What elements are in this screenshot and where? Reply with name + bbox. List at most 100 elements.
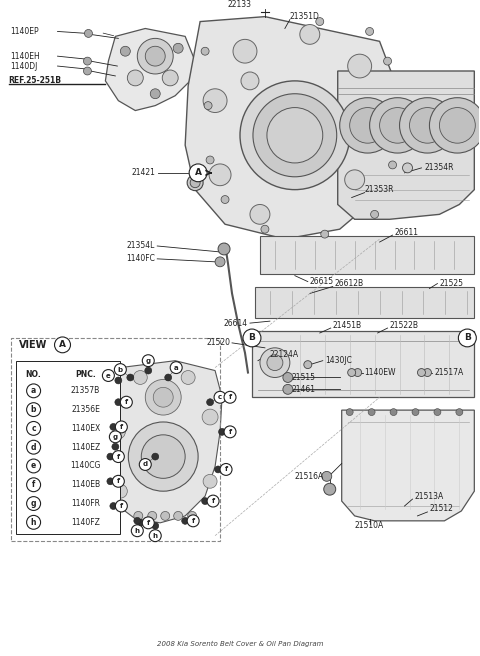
Circle shape bbox=[380, 108, 416, 143]
Text: f: f bbox=[117, 453, 120, 460]
Text: g: g bbox=[31, 499, 36, 508]
Text: e: e bbox=[31, 461, 36, 470]
Bar bbox=[16, 361, 120, 534]
Circle shape bbox=[430, 98, 480, 153]
Circle shape bbox=[145, 47, 165, 66]
Circle shape bbox=[316, 18, 324, 26]
Circle shape bbox=[260, 348, 290, 377]
Circle shape bbox=[26, 440, 41, 454]
Circle shape bbox=[324, 483, 336, 495]
Text: f: f bbox=[120, 424, 123, 430]
Text: h: h bbox=[135, 527, 140, 534]
Circle shape bbox=[322, 472, 332, 482]
Circle shape bbox=[187, 515, 199, 527]
Circle shape bbox=[26, 384, 41, 398]
Text: 21510A: 21510A bbox=[355, 522, 384, 530]
Text: 21517A: 21517A bbox=[434, 368, 464, 377]
Circle shape bbox=[202, 409, 218, 425]
Text: d: d bbox=[31, 443, 36, 452]
Polygon shape bbox=[342, 410, 474, 521]
Text: VIEW: VIEW bbox=[19, 340, 47, 350]
Text: NO.: NO. bbox=[26, 370, 41, 379]
Circle shape bbox=[55, 337, 71, 353]
Circle shape bbox=[112, 443, 119, 450]
Circle shape bbox=[221, 195, 229, 203]
Text: REF.25-251B: REF.25-251B bbox=[9, 76, 61, 85]
Polygon shape bbox=[106, 28, 195, 111]
Text: 1140FR: 1140FR bbox=[71, 499, 100, 508]
Text: f: f bbox=[192, 518, 195, 524]
Polygon shape bbox=[252, 331, 474, 398]
Polygon shape bbox=[185, 16, 395, 239]
Text: A: A bbox=[59, 340, 66, 350]
Circle shape bbox=[113, 484, 127, 498]
Circle shape bbox=[170, 361, 182, 373]
Circle shape bbox=[115, 399, 122, 405]
Circle shape bbox=[346, 409, 353, 415]
Text: 1140EZ: 1140EZ bbox=[71, 443, 100, 452]
Circle shape bbox=[261, 225, 269, 233]
Circle shape bbox=[165, 374, 172, 381]
Text: f: f bbox=[147, 520, 150, 526]
Text: 1140CG: 1140CG bbox=[70, 461, 101, 470]
Circle shape bbox=[111, 425, 125, 439]
Circle shape bbox=[403, 163, 412, 173]
Circle shape bbox=[102, 369, 114, 381]
Text: 26611: 26611 bbox=[395, 228, 419, 237]
Text: c: c bbox=[31, 424, 36, 433]
Circle shape bbox=[224, 392, 236, 403]
Circle shape bbox=[109, 431, 121, 443]
Circle shape bbox=[149, 530, 161, 542]
Text: 21354R: 21354R bbox=[424, 163, 454, 173]
Circle shape bbox=[187, 174, 203, 191]
Text: 1140FC: 1140FC bbox=[126, 255, 155, 263]
Circle shape bbox=[233, 39, 257, 63]
Circle shape bbox=[150, 89, 160, 98]
Text: 1140EX: 1140EX bbox=[71, 424, 100, 433]
Circle shape bbox=[350, 108, 385, 143]
Circle shape bbox=[201, 47, 209, 55]
Text: f: f bbox=[120, 503, 123, 509]
Circle shape bbox=[153, 388, 173, 407]
Circle shape bbox=[399, 98, 456, 153]
Circle shape bbox=[107, 478, 114, 485]
Circle shape bbox=[418, 369, 425, 377]
Circle shape bbox=[215, 466, 222, 473]
Circle shape bbox=[371, 211, 379, 218]
Circle shape bbox=[267, 108, 323, 163]
Circle shape bbox=[181, 518, 189, 524]
Circle shape bbox=[304, 361, 312, 369]
Circle shape bbox=[115, 421, 127, 433]
Text: b: b bbox=[31, 405, 36, 414]
Circle shape bbox=[127, 70, 144, 86]
Text: 1140EP: 1140EP bbox=[11, 27, 39, 36]
Text: f: f bbox=[32, 480, 36, 489]
Text: 1140DJ: 1140DJ bbox=[11, 62, 38, 71]
Polygon shape bbox=[338, 71, 474, 219]
Circle shape bbox=[134, 512, 143, 520]
Text: 21520: 21520 bbox=[206, 338, 230, 348]
Text: 21515: 21515 bbox=[292, 373, 316, 382]
Circle shape bbox=[390, 409, 397, 415]
Circle shape bbox=[340, 98, 396, 153]
Circle shape bbox=[267, 355, 283, 371]
Circle shape bbox=[389, 102, 396, 110]
Circle shape bbox=[26, 422, 41, 436]
Circle shape bbox=[321, 230, 329, 238]
Text: 21357B: 21357B bbox=[71, 386, 100, 396]
Text: a: a bbox=[31, 386, 36, 396]
Circle shape bbox=[112, 476, 124, 487]
Text: e: e bbox=[106, 373, 111, 379]
Circle shape bbox=[300, 24, 320, 45]
Circle shape bbox=[250, 205, 270, 224]
Text: 21421: 21421 bbox=[132, 169, 155, 177]
Circle shape bbox=[142, 517, 154, 529]
Text: 26615: 26615 bbox=[310, 277, 334, 286]
Circle shape bbox=[218, 243, 230, 255]
Circle shape bbox=[133, 371, 147, 384]
Circle shape bbox=[204, 102, 212, 110]
Text: 21512: 21512 bbox=[430, 504, 453, 514]
Text: PNC.: PNC. bbox=[75, 370, 96, 379]
Circle shape bbox=[115, 500, 127, 512]
Circle shape bbox=[188, 512, 197, 520]
